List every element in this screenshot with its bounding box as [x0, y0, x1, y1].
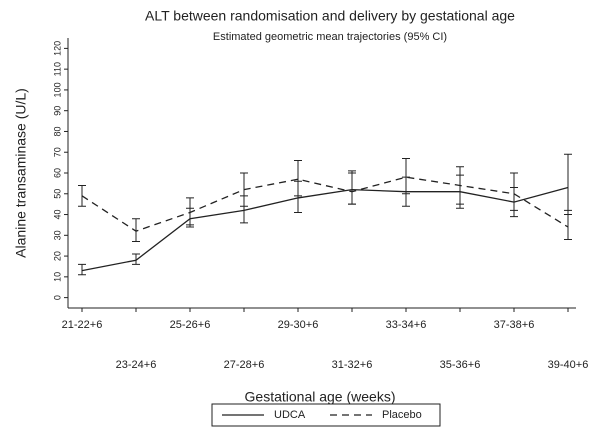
chart-subtitle: Estimated geometric mean trajectories (9…	[213, 31, 447, 43]
error-bar	[510, 172, 518, 211]
legend-label: Placebo	[382, 409, 422, 421]
y-tick-label: 70	[52, 147, 62, 157]
x-tick-label: 25-26+6	[170, 319, 211, 331]
y-tick-label: 40	[52, 210, 62, 220]
x-tick-label: 39-40+6	[548, 359, 589, 371]
x-tick-label: 27-28+6	[224, 359, 265, 371]
x-tick-label: 33-34+6	[386, 319, 427, 331]
error-bar	[78, 184, 86, 207]
series-line	[81, 176, 569, 232]
y-tick-label: 90	[52, 106, 62, 116]
error-bar	[294, 160, 302, 197]
y-tick-label: 100	[52, 82, 62, 97]
legend-label: UDCA	[274, 409, 306, 421]
y-axis-label: Alanine transaminase (U/L)	[13, 88, 29, 258]
error-bar	[132, 218, 140, 243]
y-tick-label: 80	[52, 126, 62, 136]
y-tick-label: 60	[52, 168, 62, 178]
series-line	[81, 186, 569, 272]
x-tick-label: 23-24+6	[116, 359, 157, 371]
error-bar	[78, 263, 86, 276]
error-bar	[402, 157, 410, 195]
y-tick-label: 20	[52, 251, 62, 261]
y-tick-label: 110	[52, 62, 62, 76]
error-bar	[564, 153, 572, 216]
error-bar	[186, 197, 194, 226]
x-tick-label: 29-30+6	[278, 319, 319, 331]
error-bar	[132, 253, 140, 265]
x-tick-label: 31-32+6	[332, 359, 373, 371]
error-bar	[240, 172, 248, 207]
error-bar	[456, 166, 464, 205]
y-tick-label: 120	[52, 41, 62, 56]
chart-title: ALT between randomisation and delivery b…	[145, 8, 515, 24]
x-axis-label: Gestational age (weeks)	[245, 389, 396, 405]
x-tick-label: 37-38+6	[494, 319, 535, 331]
y-tick-label: 30	[52, 230, 62, 240]
legend-box	[211, 403, 441, 427]
error-bar	[348, 170, 356, 205]
error-bar	[564, 209, 572, 240]
x-tick-label: 35-36+6	[440, 359, 481, 371]
y-tick-label: 50	[52, 189, 62, 199]
y-tick-label: 0	[52, 295, 62, 300]
y-tick-label: 10	[52, 272, 62, 282]
x-tick-label: 21-22+6	[62, 319, 103, 331]
